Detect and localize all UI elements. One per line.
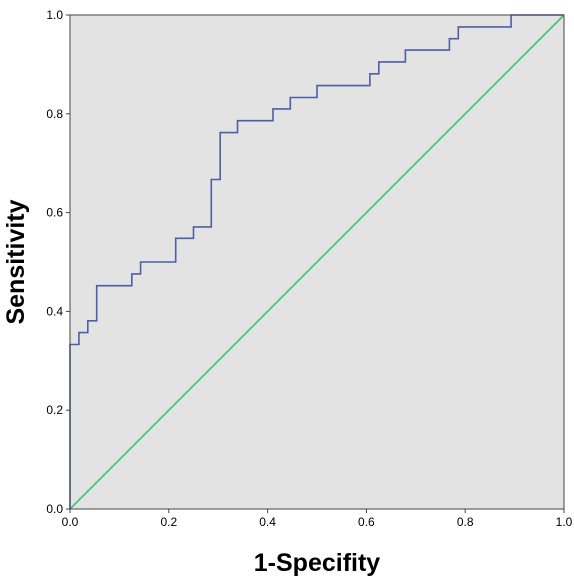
y-axis-title: Sensitivity [2, 199, 30, 324]
x-tick-label: 0.2 [160, 515, 177, 529]
y-tick-label: 0.0 [46, 502, 63, 516]
plot-frame [69, 14, 565, 510]
series-layer [69, 14, 565, 510]
reference-line [69, 14, 565, 510]
y-tick-label: 0.8 [46, 107, 63, 121]
x-tick-label: 0.4 [259, 515, 276, 529]
y-tick-label: 0.2 [46, 403, 63, 417]
y-tick-label: 0.4 [46, 304, 63, 318]
y-tick-label: 1.0 [46, 8, 63, 22]
x-tick-label: 0.0 [62, 515, 79, 529]
axis-layer: 0.0 0.2 0.4 0.6 0.8 1.0 0.0 0.2 0.4 0.6 0.8 1.0 [46, 8, 572, 529]
roc-curve [69, 14, 564, 509]
x-tick-label: 1.0 [556, 515, 573, 529]
x-tick-label: 0.8 [457, 515, 474, 529]
x-axis-title: 1-Specifity [254, 549, 381, 577]
x-tick-label: 0.6 [358, 515, 375, 529]
y-tick-label: 0.6 [46, 206, 63, 220]
